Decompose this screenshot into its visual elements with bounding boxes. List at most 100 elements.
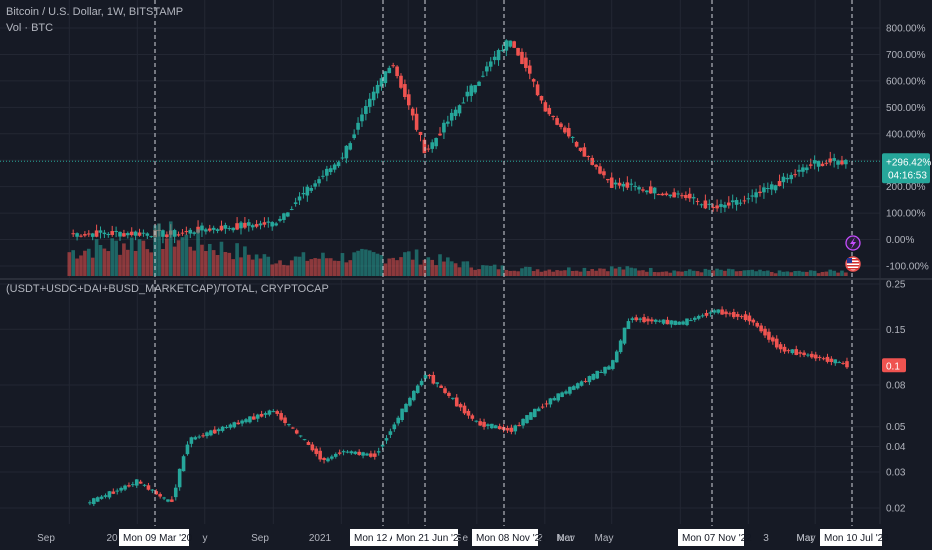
- candle: [400, 408, 404, 421]
- candle: [583, 380, 588, 382]
- event-label-text: Mon 10 Jul '23: [824, 533, 889, 544]
- candle: [375, 84, 380, 94]
- candle: [246, 222, 251, 226]
- candle: [216, 429, 221, 432]
- candle: [816, 160, 821, 167]
- candle: [622, 327, 627, 344]
- volume-bar: [430, 259, 435, 276]
- volume-bar: [613, 268, 618, 276]
- volume-bar: [118, 254, 122, 276]
- candle: [301, 192, 306, 195]
- volume-bar: [520, 268, 524, 276]
- candle: [650, 319, 654, 322]
- time-axis-label: 20: [106, 533, 118, 544]
- candle: [762, 187, 766, 193]
- candle: [404, 403, 408, 413]
- candle: [328, 168, 333, 173]
- candle: [828, 158, 833, 163]
- candle: [149, 236, 154, 238]
- candle: [283, 417, 287, 424]
- volume-bar: [840, 270, 844, 276]
- candle: [641, 189, 645, 191]
- candle: [103, 495, 108, 497]
- candle: [652, 187, 657, 194]
- symbol-title: Bitcoin / U.S. Dollar, 1W, BITSTAMP: [6, 6, 184, 18]
- candle: [559, 123, 563, 128]
- candle: [371, 91, 376, 101]
- volume-bar: [204, 251, 208, 276]
- volume-bar: [165, 238, 169, 276]
- candle: [500, 50, 505, 52]
- price-tag-bg: [882, 153, 930, 184]
- candle: [723, 204, 727, 208]
- candle: [485, 66, 489, 72]
- time-axis-label: 2: [537, 533, 543, 544]
- candle: [254, 224, 259, 227]
- candle: [634, 317, 639, 321]
- candle: [446, 121, 450, 124]
- volume-bar: [621, 269, 626, 276]
- volume-bar: [340, 253, 345, 276]
- volume-bar: [336, 260, 341, 276]
- volume-bar: [477, 269, 481, 276]
- candle: [665, 319, 670, 325]
- candle: [345, 451, 350, 453]
- candle: [707, 203, 712, 205]
- us-flag-icon[interactable]: [845, 256, 861, 272]
- price-axis-tick: 600.00%: [886, 76, 926, 87]
- candle: [110, 231, 115, 235]
- candle: [755, 322, 760, 327]
- candle: [595, 370, 600, 379]
- candle: [231, 227, 235, 231]
- candle: [408, 397, 412, 406]
- event-date-label: Mon 07 Nov '22: [678, 529, 752, 546]
- candle: [369, 453, 373, 457]
- candle: [119, 487, 123, 491]
- candle: [790, 349, 795, 354]
- candle: [836, 160, 840, 165]
- candle: [306, 442, 311, 445]
- candle: [98, 230, 103, 233]
- volume-bar: [512, 270, 516, 276]
- volume-bar: [660, 271, 665, 276]
- candle: [552, 398, 557, 401]
- candle: [794, 349, 799, 355]
- volume-bar: [192, 250, 196, 276]
- candle: [802, 352, 806, 356]
- candle: [517, 425, 521, 427]
- candle: [785, 177, 790, 180]
- candle: [122, 233, 126, 237]
- volume-bar: [547, 269, 552, 276]
- candle: [563, 127, 567, 133]
- candle: [844, 160, 848, 165]
- candle: [653, 319, 658, 322]
- candle: [677, 321, 681, 325]
- volume-bar: [781, 271, 786, 276]
- candle: [539, 95, 544, 101]
- candle: [699, 204, 704, 206]
- volume-bar: [457, 267, 462, 276]
- volume-bar: [488, 265, 493, 276]
- volume-bar: [180, 237, 185, 276]
- volume-bar: [122, 243, 126, 276]
- candle: [127, 485, 131, 487]
- volume-bar: [606, 271, 610, 276]
- volume-bar: [711, 270, 715, 276]
- candle: [820, 163, 825, 167]
- candle: [465, 91, 470, 97]
- volume-bar: [820, 271, 825, 276]
- candle: [490, 423, 494, 429]
- candle: [232, 422, 237, 428]
- candle: [287, 424, 291, 426]
- event-label-bg: [472, 529, 538, 546]
- volume-bar: [645, 271, 649, 276]
- candle: [243, 222, 247, 228]
- volume-bar: [235, 243, 239, 276]
- time-axis-label: Sep: [37, 533, 55, 544]
- volume-bar: [71, 250, 75, 276]
- volume-bar: [246, 254, 251, 276]
- candle: [692, 317, 697, 320]
- lightning-icon[interactable]: [845, 235, 861, 251]
- candle: [512, 41, 516, 48]
- candle: [629, 183, 634, 185]
